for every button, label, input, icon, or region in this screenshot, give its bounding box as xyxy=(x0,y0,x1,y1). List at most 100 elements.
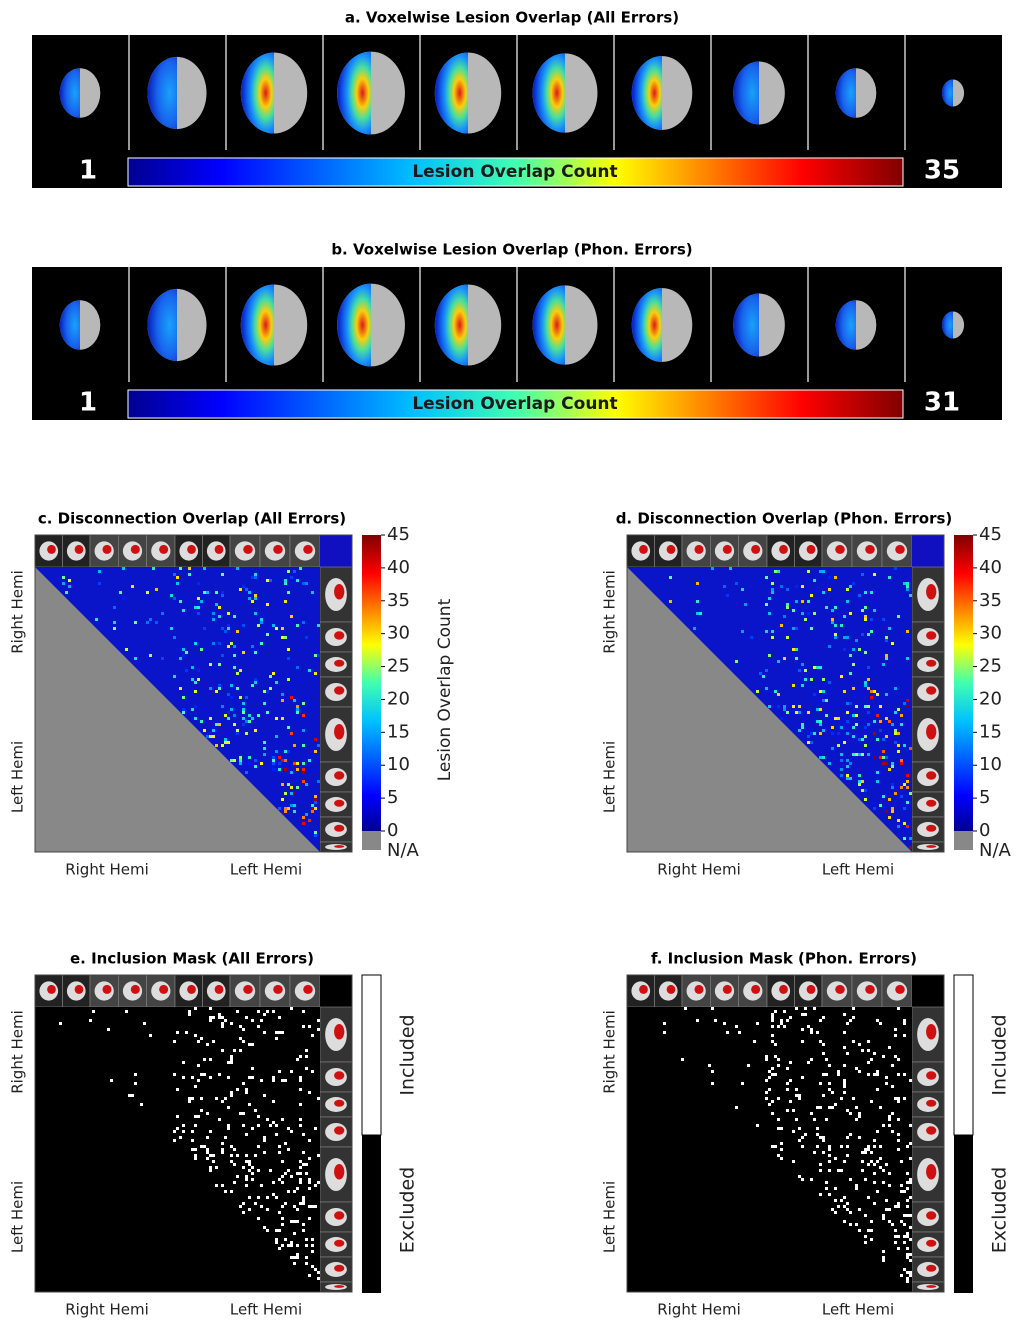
matrix-cell xyxy=(879,756,882,759)
mask-cell xyxy=(317,1181,320,1184)
mask-cell xyxy=(882,1169,885,1172)
mask-cell xyxy=(221,1025,224,1028)
mask-cell xyxy=(251,1166,254,1169)
mask-cell xyxy=(879,1145,882,1148)
matrix-cell xyxy=(281,699,284,702)
mask-cell xyxy=(870,1058,873,1061)
mask-cell xyxy=(242,1124,245,1127)
mask-cell xyxy=(873,1202,876,1205)
mask-cell xyxy=(876,1073,879,1076)
mask-cell xyxy=(780,1022,783,1025)
matrix-cell xyxy=(209,735,212,738)
mask-cell xyxy=(212,1154,215,1157)
mask-cell xyxy=(786,1067,789,1070)
mask-cell xyxy=(317,1277,320,1280)
matrix-cell xyxy=(831,747,834,750)
matrix-cell xyxy=(903,582,906,585)
matrix-cell xyxy=(777,693,780,696)
mask-cell xyxy=(143,1022,146,1025)
matrix-cell xyxy=(795,627,798,630)
mask-cell xyxy=(864,1148,867,1151)
mask-cell xyxy=(281,1181,284,1184)
matrix-cell xyxy=(864,606,867,609)
mask-cell xyxy=(278,1178,281,1181)
mask-cell xyxy=(245,1016,248,1019)
matrix-cell xyxy=(221,705,224,708)
matrix-cell xyxy=(861,573,864,576)
mask-cell xyxy=(92,1010,95,1013)
matrix-cell xyxy=(254,576,257,579)
mask-cell xyxy=(879,1022,882,1025)
mask-cell xyxy=(284,1142,287,1145)
matrix-cell xyxy=(906,774,909,777)
matrix-cell xyxy=(819,756,822,759)
matrix-cell xyxy=(173,675,176,678)
matrix-cell xyxy=(867,753,870,756)
matrix-cell xyxy=(696,582,699,585)
matrix-cell xyxy=(215,591,218,594)
matrix-cell xyxy=(828,681,831,684)
mask-cell xyxy=(188,1100,191,1103)
mask-cell xyxy=(735,1025,738,1028)
mask-cell xyxy=(227,1076,230,1079)
mask-cell xyxy=(771,1016,774,1019)
matrix-cell xyxy=(314,738,317,741)
matrix-cell xyxy=(852,687,855,690)
mask-cell xyxy=(308,1274,311,1277)
matrix-cell xyxy=(302,702,305,705)
mask-cell xyxy=(765,1079,768,1082)
region-thumb xyxy=(639,545,648,554)
mask-cell xyxy=(194,1085,197,1088)
matrix-cell xyxy=(831,726,834,729)
mask-cell xyxy=(822,1016,825,1019)
mask-cell xyxy=(257,1196,260,1199)
matrix-cell xyxy=(849,672,852,675)
mask-cell xyxy=(266,1010,269,1013)
mask-cell xyxy=(828,1160,831,1163)
matrix-cell xyxy=(849,654,852,657)
matrix-cell xyxy=(798,711,801,714)
mask-cell xyxy=(290,1007,293,1010)
mask-cell xyxy=(861,1160,864,1163)
mask-cell xyxy=(771,1025,774,1028)
matrix-cell xyxy=(197,678,200,681)
mask-cell xyxy=(891,1064,894,1067)
mask-cell xyxy=(203,1058,206,1061)
mask-cell xyxy=(134,1073,137,1076)
mask-cell xyxy=(771,1067,774,1070)
mask-cell xyxy=(311,1250,314,1253)
mask-cell xyxy=(221,1022,224,1025)
matrix-cell xyxy=(834,606,837,609)
excluded-label: Excluded xyxy=(989,1167,1011,1254)
mask-cell xyxy=(209,1166,212,1169)
matrix-cell xyxy=(876,738,879,741)
mask-cell xyxy=(311,1070,314,1073)
colorbar-tick-label: 35 xyxy=(387,590,410,611)
matrix-cell xyxy=(855,723,858,726)
matrix-cell xyxy=(278,756,281,759)
mask-cell xyxy=(230,1190,233,1193)
matrix-cell xyxy=(302,582,305,585)
mask-cell xyxy=(221,1142,224,1145)
matrix-cell xyxy=(843,741,846,744)
mask-cell xyxy=(251,1076,254,1079)
mask-cell xyxy=(909,1214,912,1217)
panel-title: a. Voxelwise Lesion Overlap (All Errors) xyxy=(345,9,679,27)
matrix-cell xyxy=(864,681,867,684)
mask-cell xyxy=(867,1163,870,1166)
mask-cell xyxy=(876,1088,879,1091)
matrix-cell xyxy=(834,576,837,579)
mask-cell xyxy=(296,1256,299,1259)
matrix-cell xyxy=(200,600,203,603)
matrix-cell xyxy=(849,762,852,765)
matrix-cell xyxy=(290,804,293,807)
matrix-cell xyxy=(849,585,852,588)
colorbar-excluded xyxy=(362,1135,381,1293)
matrix-cell xyxy=(134,621,137,624)
matrix-cell xyxy=(837,732,840,735)
matrix-cell xyxy=(281,783,284,786)
mask-cell xyxy=(828,1064,831,1067)
mask-cell xyxy=(861,1049,864,1052)
matrix-cell xyxy=(840,675,843,678)
mask-cell xyxy=(299,1079,302,1082)
